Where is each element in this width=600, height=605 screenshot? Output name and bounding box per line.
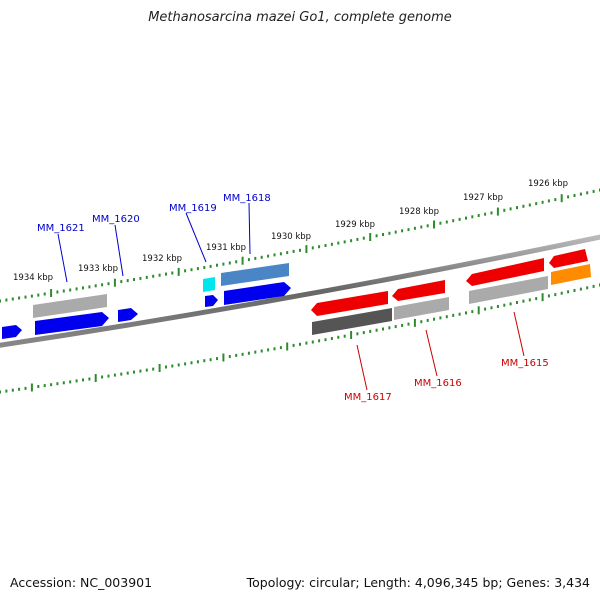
tick-label-1926: 1926 kbp [528,179,568,189]
gene-labels: MM_1621 MM_1620 MM_1619 MM_1618 MM_1617 … [37,193,549,403]
tick-label-1932: 1932 kbp [142,254,182,264]
gene-arrow[interactable] [551,264,591,285]
gene-arrow[interactable] [224,282,291,305]
gene-label-mm1615[interactable]: MM_1615 [501,358,549,369]
leader-line [114,224,124,277]
gene-arrow[interactable] [118,308,138,322]
gene-label-leaders [57,202,525,391]
genome-backbone [0,234,600,348]
tick-label-1931: 1931 kbp [206,243,246,253]
gene-arrow[interactable] [312,308,392,335]
leader-line [185,212,207,263]
tick-label-1933: 1933 kbp [78,264,118,274]
genome-summary-text: Topology: circular; Length: 4,096,345 bp… [246,575,590,590]
gene-arrow[interactable] [221,263,289,286]
gene-label-mm1618[interactable]: MM_1618 [223,193,271,204]
leader-line [57,233,68,283]
tick-label-1934: 1934 kbp [13,273,53,283]
gene-arrow[interactable] [205,295,218,307]
ruler-inner [0,283,600,394]
leader-line [248,202,251,255]
leader-line [356,344,368,391]
gene-label-mm1616[interactable]: MM_1616 [414,378,462,389]
gene-arrow[interactable] [2,325,22,339]
gene-arrow[interactable] [203,277,215,292]
gene-arrow[interactable] [549,249,588,268]
gene-arrow[interactable] [394,297,449,320]
tick-label-1928: 1928 kbp [399,207,439,217]
gene-arrow[interactable] [35,312,109,335]
leader-line [513,311,525,357]
gene-arrow[interactable] [392,280,445,301]
gene-arrow[interactable] [466,258,544,286]
gene-track [2,249,591,339]
gene-label-mm1621[interactable]: MM_1621 [37,223,85,234]
accession-text: Accession: NC_003901 [10,575,153,590]
tick-label-1929: 1929 kbp [335,220,375,230]
ruler-labels: 1926 kbp 1927 kbp 1928 kbp 1929 kbp 1930… [13,179,568,283]
gene-arrow[interactable] [311,291,388,316]
gene-arrow[interactable] [33,294,107,318]
gene-label-mm1617[interactable]: MM_1617 [344,392,392,403]
ruler-outer [0,188,600,303]
map-title: Methanosarcina mazei Go1, complete genom… [148,10,452,25]
leader-line [425,329,438,377]
tick-label-1927: 1927 kbp [463,193,503,203]
gene-label-mm1619[interactable]: MM_1619 [169,203,217,214]
gene-arrow[interactable] [469,276,548,304]
tick-label-1930: 1930 kbp [271,232,311,242]
gene-label-mm1620[interactable]: MM_1620 [92,214,140,225]
